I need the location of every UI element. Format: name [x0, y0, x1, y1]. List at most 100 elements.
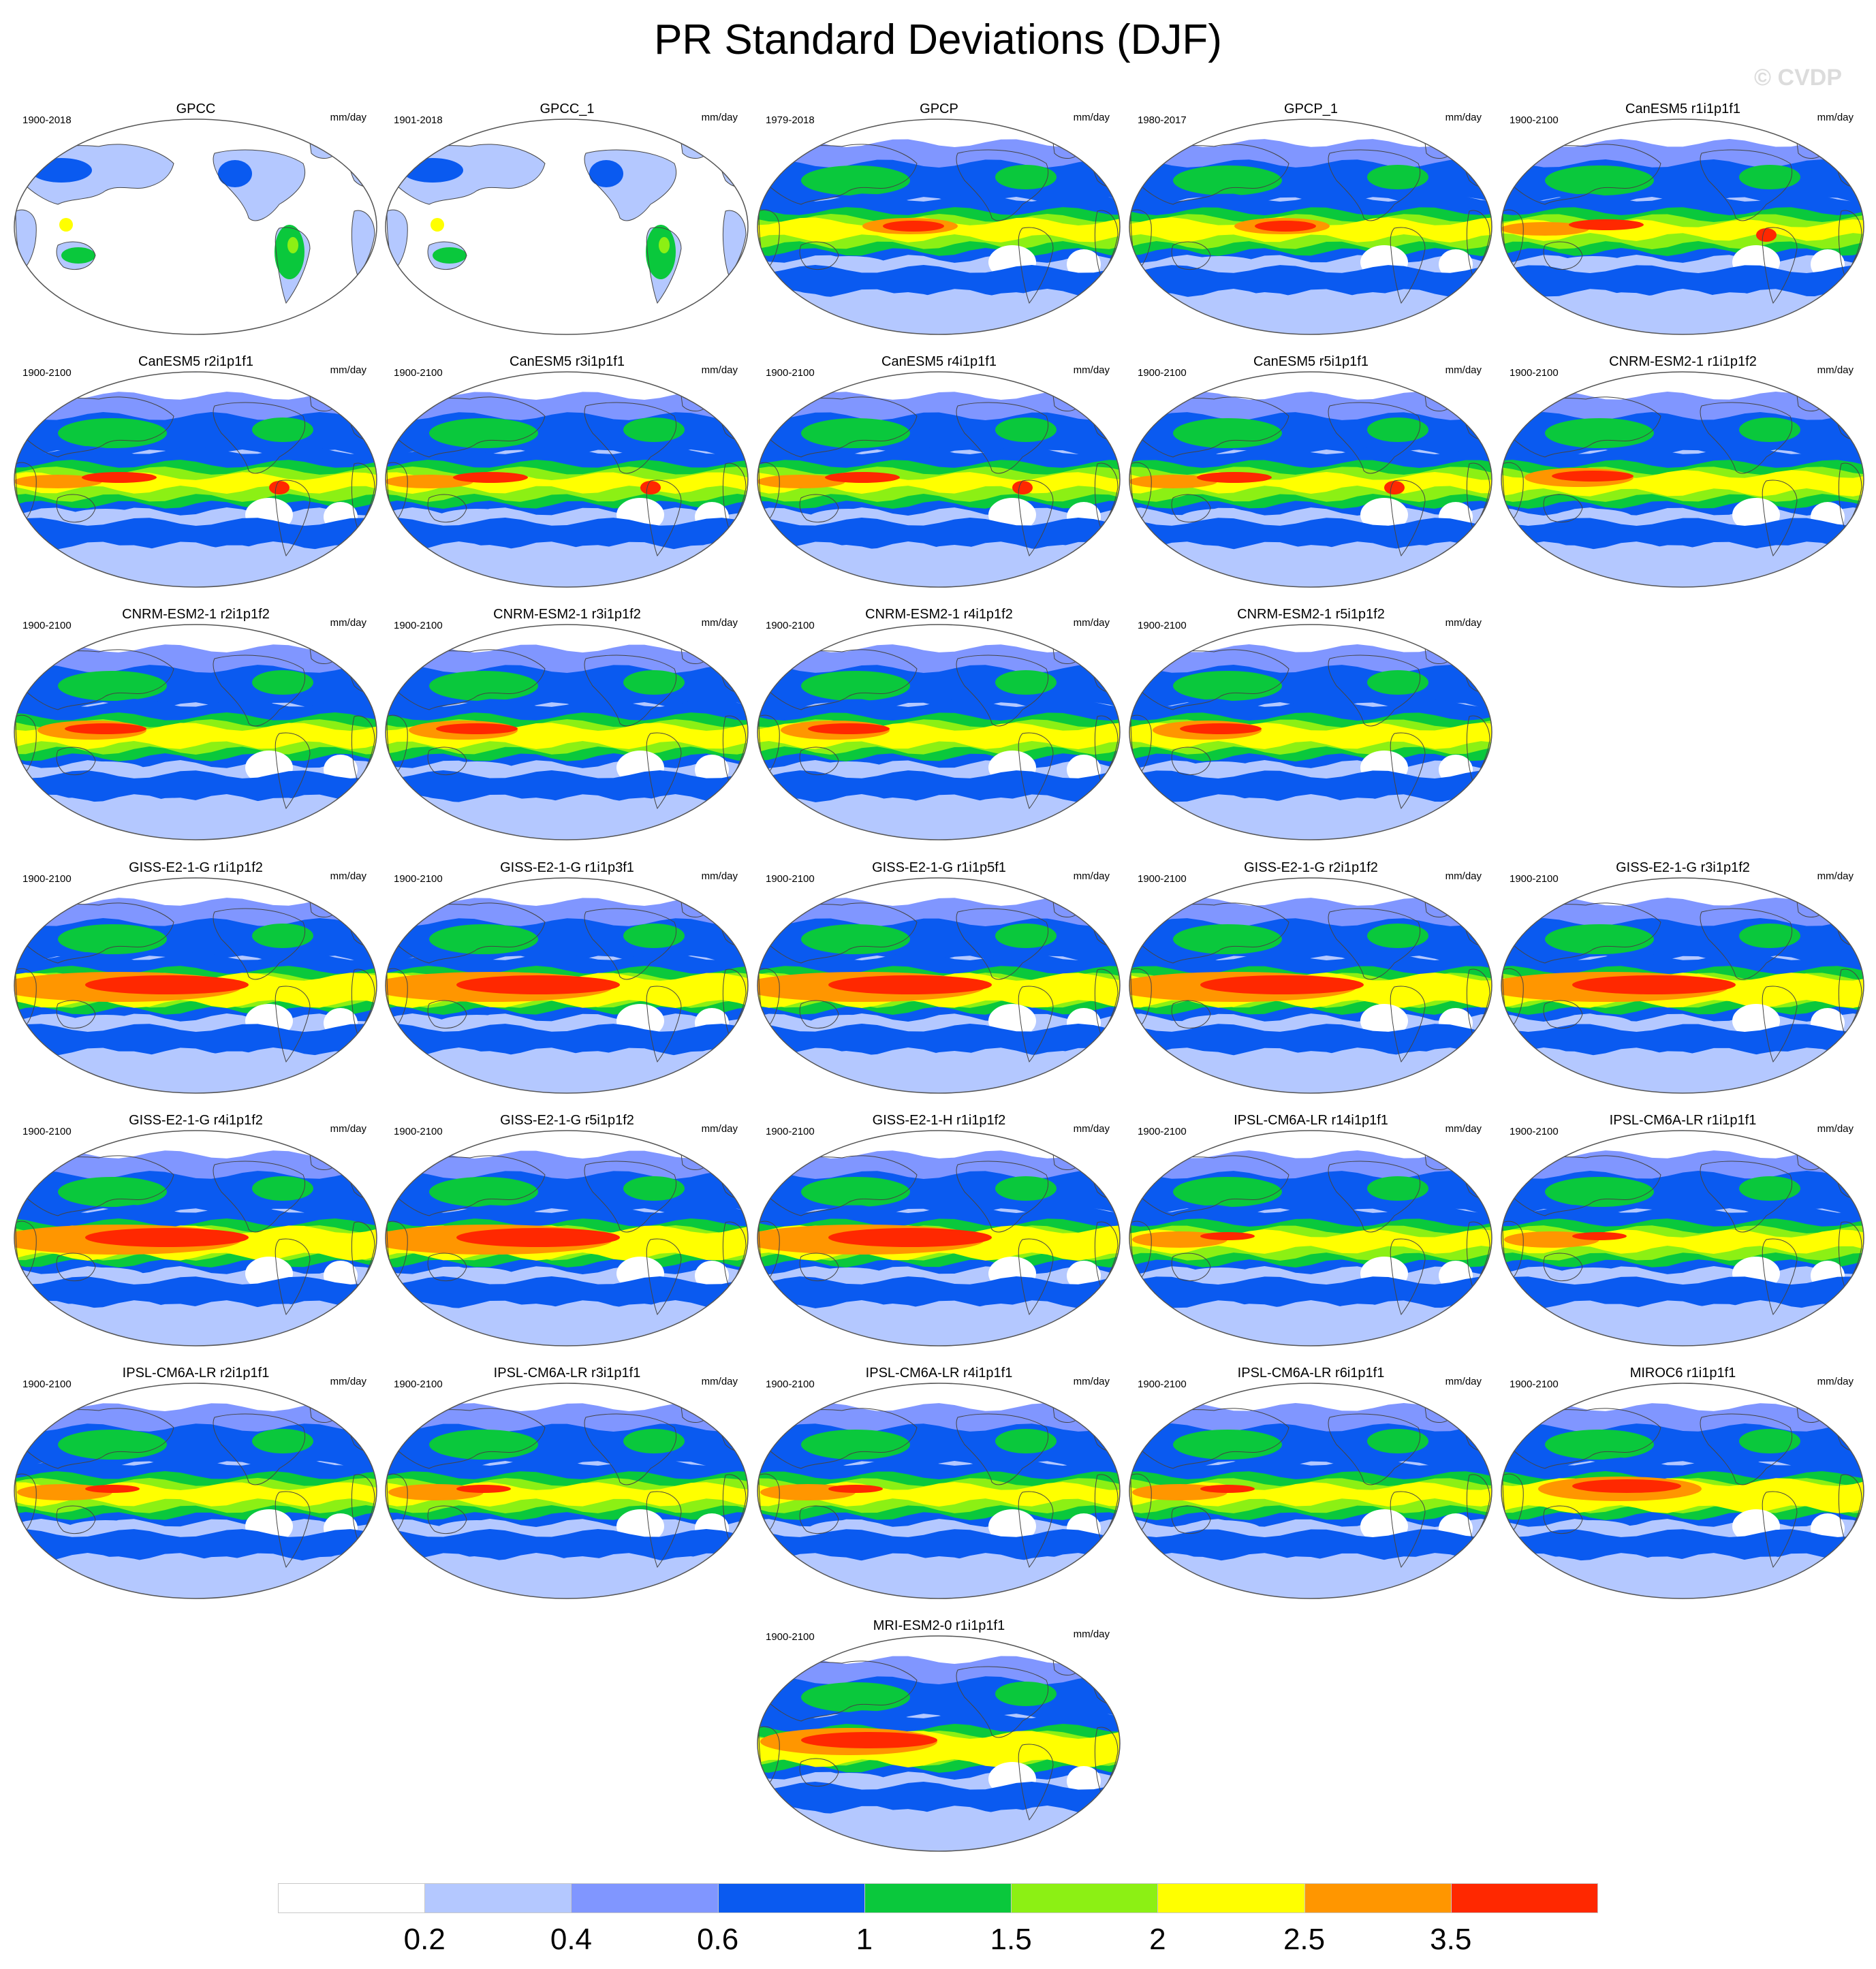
panel-unit: mm/day	[1073, 870, 1110, 882]
precip-band	[1129, 1051, 1492, 1093]
coastline	[16, 649, 174, 710]
precip-patch	[801, 671, 910, 701]
precip-patch	[1367, 1429, 1428, 1453]
panel-years: 1900-2100	[22, 620, 72, 631]
coastline	[275, 1238, 311, 1316]
coastline	[956, 908, 1049, 980]
coastline	[1502, 968, 1524, 1028]
precip-patch	[429, 924, 538, 954]
precip-band	[386, 1024, 748, 1056]
precip-patch	[1197, 472, 1272, 483]
precip-patch	[995, 924, 1057, 948]
panel-years: 1900-2100	[22, 873, 72, 885]
panel-unit: mm/day	[1073, 1123, 1110, 1135]
map-panel: GISS-E2-1-G r1i1p5f1 1900-2100 mm/day	[753, 860, 1125, 1098]
panel-years: 1900-2100	[766, 1379, 815, 1390]
precip-patch	[218, 160, 252, 187]
map-panel: CNRM-ESM2-1 r5i1p1f2 1900-2100 mm/day	[1125, 606, 1497, 845]
coastline	[1502, 209, 1524, 270]
precip-band	[14, 1051, 377, 1093]
coastline	[760, 1155, 918, 1216]
colorbar-swatch	[278, 1883, 426, 1913]
precip-patch	[995, 165, 1057, 189]
precip-band	[1129, 545, 1492, 587]
precip-band	[1501, 1276, 1864, 1308]
panel-title: GPCP_1	[1284, 101, 1338, 116]
precip-patch	[1545, 418, 1654, 448]
coastline	[275, 732, 311, 810]
coastline	[1131, 649, 1289, 710]
figure-title: PR Standard Deviations (DJF)	[654, 16, 1222, 63]
panel-unit: mm/day	[330, 112, 366, 123]
panel-years: 1979-2018	[766, 114, 815, 126]
coastline	[1130, 462, 1152, 522]
map-panel: MIROC6 r1i1p1f1 1900-2100 mm/day	[1497, 1365, 1869, 1603]
coastline	[427, 1000, 467, 1029]
coastline	[213, 402, 306, 474]
panel-years: 1900-2100	[22, 1379, 72, 1390]
coastline	[760, 396, 918, 458]
coastline	[1018, 227, 1054, 304]
colorbar-swatch	[424, 1883, 572, 1913]
precip-band	[14, 798, 377, 840]
precip-patch	[695, 1261, 729, 1291]
map-svg	[1129, 877, 1492, 1094]
coastline	[956, 1413, 1049, 1485]
precip-patch	[1367, 924, 1428, 948]
coastline	[646, 479, 682, 557]
precip-patch	[808, 723, 890, 734]
map-outline	[1129, 1130, 1492, 1346]
precip-band	[757, 1556, 1120, 1598]
precip-patch	[801, 1177, 910, 1207]
precip-patch	[1552, 471, 1633, 482]
map-outline	[757, 1635, 1121, 1852]
panel-unit: mm/day	[1817, 112, 1854, 123]
coastline	[1131, 396, 1289, 458]
coastline	[1018, 1744, 1054, 1821]
map-panel: CNRM-ESM2-1 r4i1p1f2 1900-2100 mm/day	[753, 606, 1125, 845]
map-outline	[14, 119, 377, 335]
map-outline	[1501, 877, 1864, 1094]
precip-patch	[1501, 222, 1589, 236]
coastline	[1131, 1155, 1289, 1216]
map-svg	[1501, 877, 1864, 1094]
coastline	[15, 209, 37, 270]
precip-patch	[31, 158, 92, 183]
precip-patch	[252, 924, 313, 948]
coastline	[1018, 479, 1054, 557]
precip-patch	[429, 1430, 538, 1460]
map-svg	[385, 1383, 749, 1599]
coastline	[1130, 714, 1152, 775]
coastline	[427, 494, 467, 523]
coastline	[1700, 402, 1793, 474]
panel-years: 1900-2100	[766, 620, 815, 631]
precip-patch	[58, 1430, 167, 1460]
colorbar-label: 2	[1149, 1923, 1166, 1956]
precip-patch	[1173, 671, 1282, 701]
panel-years: 1900-2100	[1510, 114, 1559, 126]
precip-band	[1129, 1229, 1492, 1254]
map-panel: GISS-E2-1-G r2i1p1f2 1900-2100 mm/day	[1125, 860, 1497, 1098]
panel-title: MRI-ESM2-0 r1i1p1f1	[873, 1618, 1005, 1633]
coastline	[1130, 1220, 1152, 1281]
precip-patch	[1173, 1177, 1282, 1207]
coastline	[1171, 1000, 1211, 1029]
panel-years: 1900-2100	[22, 1126, 72, 1137]
panel-title: GISS-E2-1-G r1i1p1f2	[129, 860, 263, 875]
map-svg	[385, 624, 749, 840]
panel-unit: mm/day	[1445, 364, 1482, 376]
panel-years: 1900-2100	[394, 873, 443, 885]
coastline	[213, 908, 306, 980]
precip-patch	[695, 755, 729, 785]
colorbar-swatch	[1450, 1883, 1598, 1913]
map-panel: CanESM5 r2i1p1f1 1900-2100 mm/day	[10, 353, 381, 592]
map-panel: CanESM5 r4i1p1f1 1900-2100 mm/day	[753, 353, 1125, 592]
precip-patch	[1200, 1232, 1255, 1240]
map-svg	[757, 1130, 1121, 1346]
coastline	[386, 1220, 408, 1281]
precip-patch	[252, 1429, 313, 1453]
coastline	[1503, 1155, 1661, 1216]
precip-patch	[1739, 1429, 1800, 1453]
panel-years: 1900-2100	[394, 367, 443, 379]
precip-band	[757, 770, 1120, 802]
